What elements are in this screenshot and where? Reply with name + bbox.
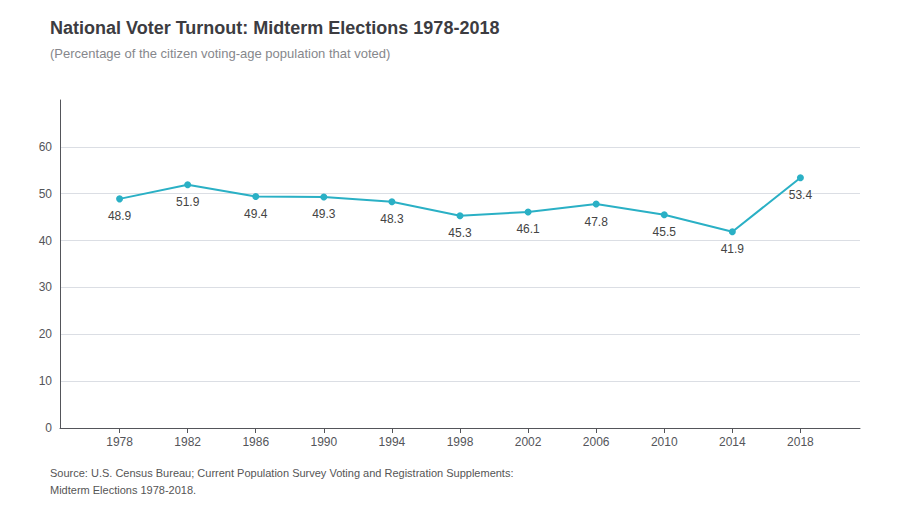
svg-text:2010: 2010 [651, 435, 678, 449]
svg-text:48.3: 48.3 [380, 212, 404, 226]
svg-text:46.1: 46.1 [516, 222, 540, 236]
svg-text:(Percentage of the citizen vot: (Percentage of the citizen voting-age po… [50, 46, 390, 61]
svg-text:50: 50 [39, 187, 53, 201]
svg-text:47.8: 47.8 [584, 215, 608, 229]
svg-text:2014: 2014 [719, 435, 746, 449]
svg-text:20: 20 [39, 327, 53, 341]
svg-text:49.4: 49.4 [244, 207, 268, 221]
svg-text:National Voter Turnout: Midter: National Voter Turnout: Midterm Election… [50, 18, 499, 38]
svg-text:30: 30 [39, 280, 53, 294]
svg-text:53.4: 53.4 [789, 188, 813, 202]
svg-text:1982: 1982 [174, 435, 201, 449]
svg-text:1998: 1998 [447, 435, 474, 449]
svg-text:2006: 2006 [583, 435, 610, 449]
svg-text:Midterm Elections 1978-2018.: Midterm Elections 1978-2018. [50, 484, 196, 496]
svg-text:1986: 1986 [242, 435, 269, 449]
svg-text:45.3: 45.3 [448, 226, 472, 240]
svg-text:48.9: 48.9 [108, 209, 132, 223]
svg-text:2002: 2002 [515, 435, 542, 449]
svg-text:10: 10 [39, 374, 53, 388]
svg-text:1994: 1994 [379, 435, 406, 449]
svg-text:49.3: 49.3 [312, 207, 336, 221]
svg-text:Source: U.S. Census Bureau; Cu: Source: U.S. Census Bureau; Current Popu… [50, 467, 513, 479]
svg-text:45.5: 45.5 [653, 225, 677, 239]
svg-text:40: 40 [39, 234, 53, 248]
svg-text:1978: 1978 [106, 435, 133, 449]
svg-text:1990: 1990 [310, 435, 337, 449]
svg-text:41.9: 41.9 [721, 242, 745, 256]
svg-text:2018: 2018 [787, 435, 814, 449]
svg-text:51.9: 51.9 [176, 195, 200, 209]
svg-text:60: 60 [39, 140, 53, 154]
svg-text:0: 0 [45, 421, 52, 435]
